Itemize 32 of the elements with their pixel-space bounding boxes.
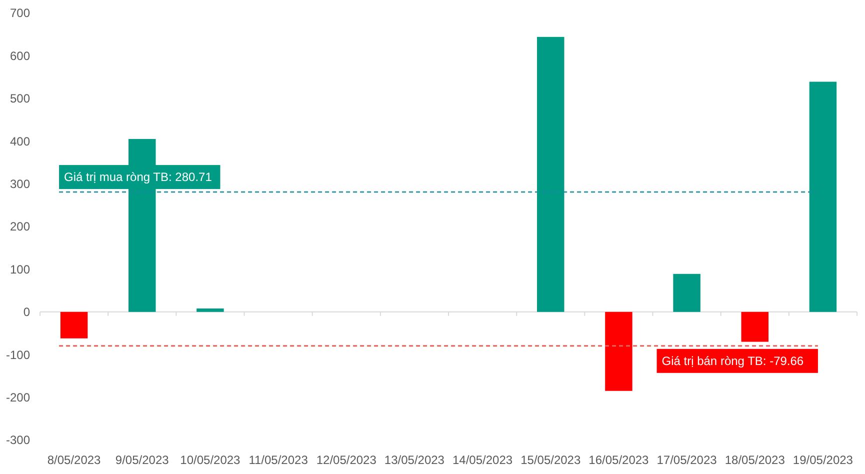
bar bbox=[196, 308, 224, 312]
bar bbox=[673, 274, 700, 312]
y-tick-label: -100 bbox=[6, 348, 30, 362]
y-tick-label: 600 bbox=[10, 48, 30, 63]
x-tick-label: 9/05/2023 bbox=[115, 453, 170, 467]
ref-line-label: Giá trị mua ròng TB: 280.71 bbox=[64, 170, 212, 184]
x-tick-label: 8/05/2023 bbox=[47, 453, 102, 467]
y-tick-label: -300 bbox=[6, 433, 30, 448]
x-tick-label: 15/05/2023 bbox=[520, 453, 581, 467]
x-tick-label: 16/05/2023 bbox=[588, 453, 650, 467]
y-tick-label: 200 bbox=[10, 220, 30, 234]
x-tick-label: 18/05/2023 bbox=[724, 453, 786, 467]
bar bbox=[537, 36, 564, 312]
y-tick-label: 100 bbox=[10, 262, 30, 276]
y-tick-label: 0 bbox=[23, 305, 30, 320]
x-tick-label: 14/05/2023 bbox=[452, 453, 513, 467]
y-tick-label: 400 bbox=[10, 134, 30, 148]
y-tick-label: 700 bbox=[10, 6, 30, 20]
x-tick-label: 19/05/2023 bbox=[792, 453, 854, 467]
ref-line-label: Giá trị bán ròng TB: -79.66 bbox=[662, 354, 804, 368]
y-tick-label: 500 bbox=[10, 92, 30, 106]
bar bbox=[60, 312, 88, 338]
bar bbox=[741, 312, 768, 342]
y-tick-label: -200 bbox=[6, 390, 30, 404]
bar bbox=[605, 312, 632, 391]
x-tick-label: 12/05/2023 bbox=[316, 453, 377, 467]
y-tick-label: 300 bbox=[10, 177, 30, 191]
x-tick-label: 13/05/2023 bbox=[384, 453, 445, 467]
x-tick-label: 10/05/2023 bbox=[180, 453, 241, 467]
x-tick-label: 17/05/2023 bbox=[656, 453, 718, 467]
bar bbox=[809, 82, 837, 312]
x-tick-label: 11/05/2023 bbox=[248, 453, 308, 467]
